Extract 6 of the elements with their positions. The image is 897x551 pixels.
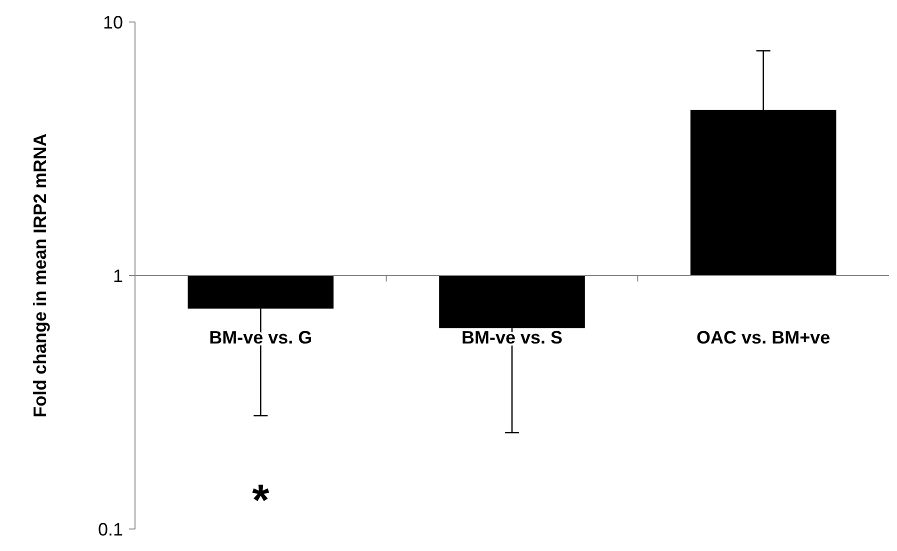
y-tick-label: 1 — [112, 266, 123, 286]
y-tick-label: 10 — [102, 12, 123, 32]
annotation: * — [252, 476, 270, 525]
x-tick-label: OAC vs. BM+ve — [696, 328, 830, 348]
y-axis-title: Fold change in mean IRP2 mRNA — [30, 133, 50, 418]
y-tick-label: 0.1 — [98, 519, 123, 540]
